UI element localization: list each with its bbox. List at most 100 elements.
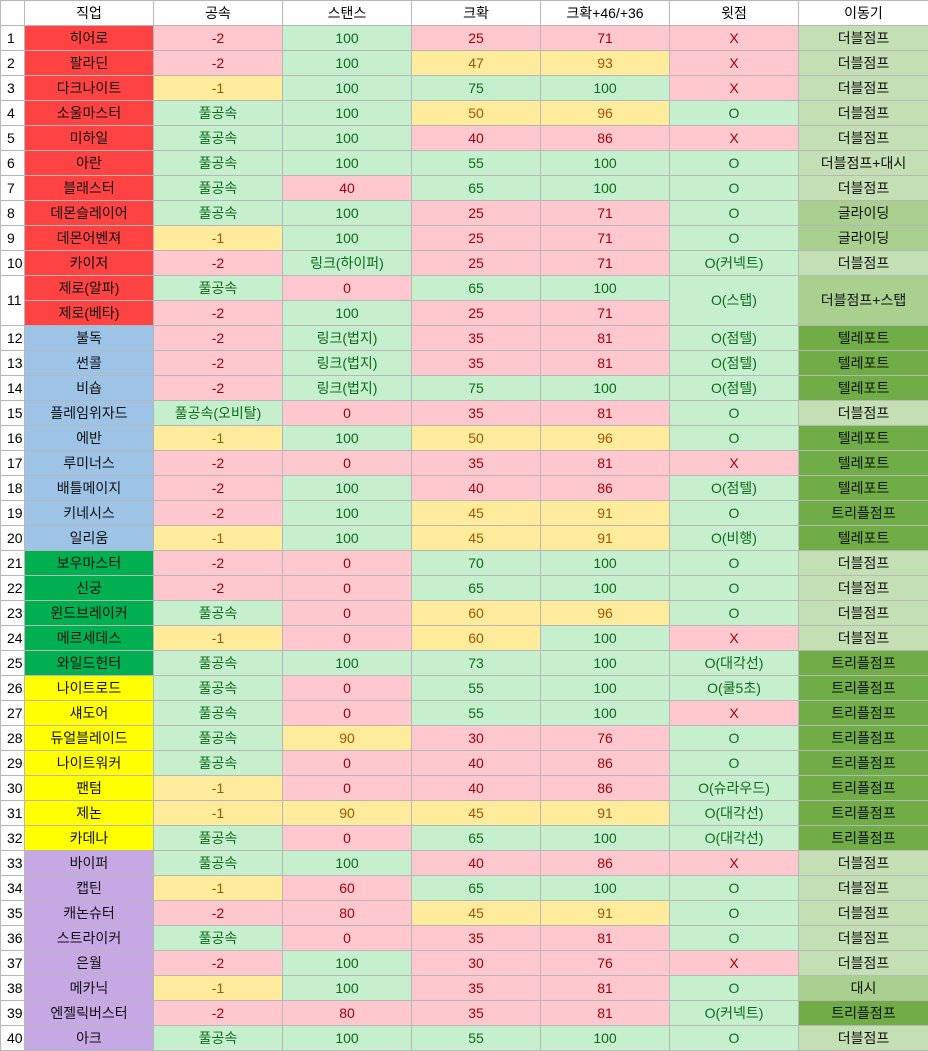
attack-speed-cell[interactable]: -1 bbox=[153, 800, 283, 826]
attack-speed-cell[interactable]: 풀공속 bbox=[153, 825, 283, 851]
job-cell[interactable]: 카이저 bbox=[24, 250, 154, 276]
up-jump-cell[interactable]: O(쿨5초) bbox=[669, 675, 799, 701]
up-jump-cell[interactable]: O bbox=[669, 150, 799, 176]
up-jump-cell[interactable]: O bbox=[669, 875, 799, 901]
movement-cell[interactable]: 대시 bbox=[798, 975, 928, 1001]
movement-cell[interactable]: 더블점프 bbox=[798, 250, 928, 276]
movement-cell[interactable]: 더블점프 bbox=[798, 600, 928, 626]
crit-bonus-cell[interactable]: 76 bbox=[540, 950, 670, 976]
stance-cell[interactable]: 40 bbox=[282, 175, 412, 201]
up-jump-cell[interactable]: O(대각선) bbox=[669, 650, 799, 676]
stance-cell[interactable]: 100 bbox=[282, 500, 412, 526]
attack-speed-cell[interactable]: 풀공속 bbox=[153, 650, 283, 676]
up-jump-cell[interactable]: O bbox=[669, 425, 799, 451]
stance-cell[interactable]: 0 bbox=[282, 700, 412, 726]
attack-speed-cell[interactable]: 풀공속 bbox=[153, 850, 283, 876]
stance-cell[interactable]: 100 bbox=[282, 300, 412, 326]
attack-speed-cell[interactable]: -2 bbox=[153, 325, 283, 351]
movement-cell[interactable]: 트리플점프 bbox=[798, 1000, 928, 1026]
movement-cell[interactable]: 텔레포트 bbox=[798, 325, 928, 351]
stance-cell[interactable]: 100 bbox=[282, 525, 412, 551]
job-cell[interactable]: 불독 bbox=[24, 325, 154, 351]
crit-bonus-cell[interactable]: 100 bbox=[540, 1025, 670, 1051]
up-jump-cell[interactable]: O bbox=[669, 575, 799, 601]
stance-cell[interactable]: 80 bbox=[282, 1000, 412, 1026]
movement-cell[interactable]: 더블점프 bbox=[798, 125, 928, 151]
job-cell[interactable]: 나이트로드 bbox=[24, 675, 154, 701]
movement-cell[interactable]: 트리플점프 bbox=[798, 775, 928, 801]
crit-bonus-cell[interactable]: 100 bbox=[540, 625, 670, 651]
crit-cell[interactable]: 35 bbox=[411, 1000, 541, 1026]
movement-cell[interactable]: 더블점프 bbox=[798, 175, 928, 201]
attack-speed-cell[interactable]: 풀공속 bbox=[153, 600, 283, 626]
crit-bonus-cell[interactable]: 71 bbox=[540, 200, 670, 226]
crit-bonus-cell[interactable]: 86 bbox=[540, 125, 670, 151]
job-cell[interactable]: 캐논슈터 bbox=[24, 900, 154, 926]
crit-cell[interactable]: 25 bbox=[411, 225, 541, 251]
crit-bonus-cell[interactable]: 71 bbox=[540, 300, 670, 326]
up-jump-cell[interactable]: O bbox=[669, 100, 799, 126]
crit-bonus-cell[interactable]: 91 bbox=[540, 525, 670, 551]
job-cell[interactable]: 데몬슬레이어 bbox=[24, 200, 154, 226]
attack-speed-cell[interactable]: -2 bbox=[153, 350, 283, 376]
crit-cell[interactable]: 55 bbox=[411, 1025, 541, 1051]
movement-cell[interactable]: 더블점프 bbox=[798, 625, 928, 651]
up-jump-cell[interactable]: O bbox=[669, 400, 799, 426]
crit-cell[interactable]: 75 bbox=[411, 375, 541, 401]
job-cell[interactable]: 데몬어벤져 bbox=[24, 225, 154, 251]
crit-cell[interactable]: 60 bbox=[411, 625, 541, 651]
attack-speed-cell[interactable]: -1 bbox=[153, 625, 283, 651]
up-jump-cell[interactable]: O bbox=[669, 1025, 799, 1051]
crit-bonus-cell[interactable]: 86 bbox=[540, 475, 670, 501]
crit-bonus-cell[interactable]: 100 bbox=[540, 275, 670, 301]
crit-cell[interactable]: 40 bbox=[411, 125, 541, 151]
stance-cell[interactable]: 100 bbox=[282, 1025, 412, 1051]
crit-cell[interactable]: 65 bbox=[411, 825, 541, 851]
up-jump-cell[interactable]: X bbox=[669, 950, 799, 976]
attack-speed-cell[interactable]: -2 bbox=[153, 250, 283, 276]
up-jump-cell[interactable]: O bbox=[669, 200, 799, 226]
up-jump-cell[interactable]: X bbox=[669, 75, 799, 101]
stance-cell[interactable]: 0 bbox=[282, 625, 412, 651]
crit-bonus-cell[interactable]: 100 bbox=[540, 650, 670, 676]
movement-cell[interactable]: 더블점프 bbox=[798, 550, 928, 576]
movement-cell[interactable]: 글라이딩 bbox=[798, 200, 928, 226]
attack-speed-cell[interactable]: 풀공속 bbox=[153, 275, 283, 301]
attack-speed-cell[interactable]: -1 bbox=[153, 875, 283, 901]
movement-cell[interactable]: 트리플점프 bbox=[798, 825, 928, 851]
attack-speed-cell[interactable]: 풀공속 bbox=[153, 925, 283, 951]
stance-cell[interactable]: 0 bbox=[282, 400, 412, 426]
job-cell[interactable]: 팬텀 bbox=[24, 775, 154, 801]
movement-cell[interactable]: 텔레포트 bbox=[798, 425, 928, 451]
crit-bonus-cell[interactable]: 100 bbox=[540, 675, 670, 701]
up-jump-cell[interactable]: O(점텔) bbox=[669, 325, 799, 351]
job-cell[interactable]: 제논 bbox=[24, 800, 154, 826]
attack-speed-cell[interactable]: -1 bbox=[153, 975, 283, 1001]
movement-cell[interactable]: 트리플점프 bbox=[798, 800, 928, 826]
up-jump-cell[interactable]: O(스탭) bbox=[669, 275, 799, 326]
job-cell[interactable]: 소울마스터 bbox=[24, 100, 154, 126]
up-jump-cell[interactable]: X bbox=[669, 450, 799, 476]
job-cell[interactable]: 제로(알파) bbox=[24, 275, 154, 301]
stance-cell[interactable]: 100 bbox=[282, 475, 412, 501]
job-cell[interactable]: 은월 bbox=[24, 950, 154, 976]
attack-speed-cell[interactable]: -2 bbox=[153, 575, 283, 601]
movement-cell[interactable]: 더블점프 bbox=[798, 575, 928, 601]
header-job[interactable]: 직업 bbox=[24, 0, 154, 26]
up-jump-cell[interactable]: O bbox=[669, 925, 799, 951]
job-cell[interactable]: 신궁 bbox=[24, 575, 154, 601]
crit-bonus-cell[interactable]: 71 bbox=[540, 250, 670, 276]
crit-bonus-cell[interactable]: 100 bbox=[540, 375, 670, 401]
crit-cell[interactable]: 40 bbox=[411, 775, 541, 801]
movement-cell[interactable]: 텔레포트 bbox=[798, 350, 928, 376]
crit-bonus-cell[interactable]: 71 bbox=[540, 25, 670, 51]
attack-speed-cell[interactable]: -2 bbox=[153, 300, 283, 326]
stance-cell[interactable]: 0 bbox=[282, 750, 412, 776]
job-cell[interactable]: 다크나이트 bbox=[24, 75, 154, 101]
crit-bonus-cell[interactable]: 81 bbox=[540, 350, 670, 376]
crit-cell[interactable]: 65 bbox=[411, 575, 541, 601]
up-jump-cell[interactable]: O bbox=[669, 550, 799, 576]
up-jump-cell[interactable]: O bbox=[669, 225, 799, 251]
job-cell[interactable]: 키네시스 bbox=[24, 500, 154, 526]
crit-bonus-cell[interactable]: 100 bbox=[540, 700, 670, 726]
